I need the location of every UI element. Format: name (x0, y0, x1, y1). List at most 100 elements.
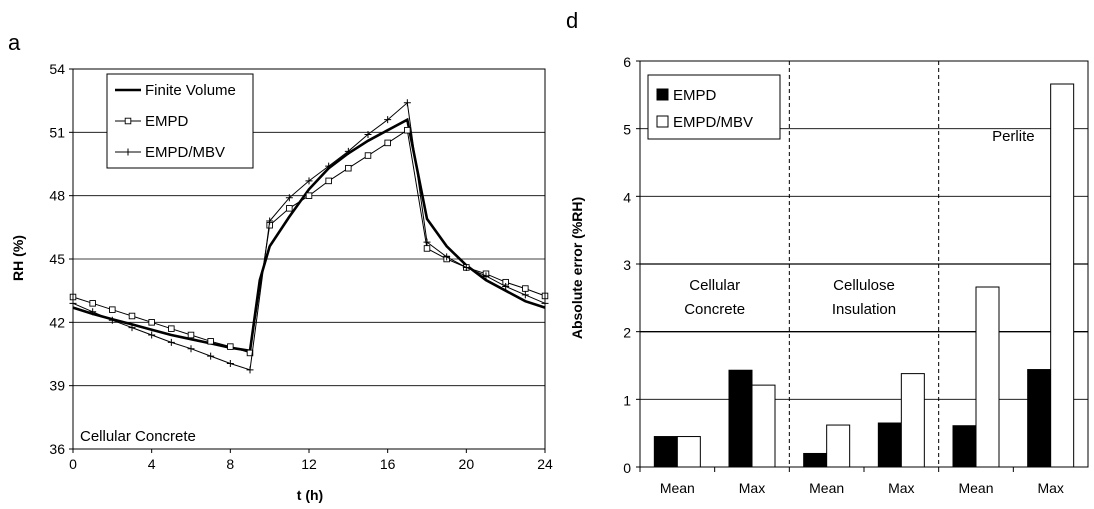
tick-labels-d: 0 1 2 3 4 5 6 Mean Max Mean Max Mean Max (623, 54, 1064, 496)
bar-empd-mbv (676, 436, 701, 468)
bar-empd-mbv (826, 424, 851, 468)
point-empd-mbv (89, 308, 97, 316)
point-empd-mbv (403, 99, 411, 107)
point-empd-mbv (364, 130, 372, 138)
point-empd-mbv (128, 324, 136, 332)
panel-a-label: a (8, 30, 21, 55)
x-category-label-d: Max (1037, 480, 1063, 496)
point-empd (128, 312, 136, 320)
point-empd (305, 192, 313, 199)
y-tick-label-a: 42 (49, 314, 65, 330)
series-group-a (69, 99, 549, 374)
group-label-d: Cellulose Insulation (832, 277, 896, 318)
y-tick-label-d: 3 (623, 257, 631, 273)
point-empd-mbv (207, 352, 215, 360)
point-empd (89, 300, 96, 307)
bar-empd (803, 452, 828, 468)
x-tick-label-a: 16 (380, 456, 396, 472)
bar-empd-mbv (751, 384, 776, 468)
bar-empd-mbv (1050, 83, 1075, 468)
point-empd-mbv (344, 147, 352, 155)
point-empd (384, 139, 391, 147)
annotation-cellular-concrete: Cellular Concrete (80, 428, 196, 445)
x-tick-label-a: 24 (537, 456, 553, 472)
y-tick-label-a: 39 (49, 378, 65, 394)
point-empd-mbv (305, 177, 313, 185)
x-tick-label-a: 20 (459, 456, 475, 472)
legend-label-empd-mbv: EMPD/MBV (145, 144, 225, 161)
y-axis-title-a: RH (%) (10, 235, 26, 281)
group-label-d: Cellular Concrete (684, 277, 745, 318)
point-empd (187, 331, 195, 339)
point-empd-mbv (246, 366, 254, 374)
y-tick-label-a: 48 (49, 188, 65, 204)
legend-a: Finite Volume EMPD EMPD/MBV (106, 73, 254, 169)
x-axis-title-a: t (h) (297, 487, 323, 503)
bar-empd (728, 369, 753, 468)
point-empd (246, 349, 254, 357)
group-label-line: Perlite (992, 128, 1035, 145)
bar-empd-mbv (975, 286, 1000, 468)
bar-empd (877, 422, 902, 468)
point-empd-mbv (266, 217, 274, 225)
point-empd (109, 306, 116, 313)
point-empd (207, 338, 214, 345)
legend-swatch-empd-mbv (656, 115, 669, 128)
legend-swatch-empd (656, 88, 669, 101)
group-label-line: Cellulose (833, 277, 895, 294)
legend-d: EMPD EMPD/MBV (647, 74, 781, 140)
point-empd-mbv (462, 263, 470, 271)
legend-marker-empd-mbv (124, 148, 132, 156)
bars-group-d (653, 83, 1075, 468)
y-tick-label-d: 4 (623, 189, 631, 205)
y-tick-label-d: 0 (623, 460, 631, 476)
point-empd-mbv (502, 282, 510, 290)
bar-empd (653, 436, 678, 468)
x-tick-label-a: 12 (301, 456, 317, 472)
y-axis-title-d: Absolute error (%RH) (569, 197, 585, 339)
legend-label-finite-volume: Finite Volume (145, 82, 236, 99)
x-category-label-d: Mean (660, 480, 695, 496)
x-category-label-d: Max (888, 480, 914, 496)
point-empd (522, 285, 529, 292)
y-tick-label-a: 51 (49, 124, 65, 140)
legend-marker-empd (124, 117, 132, 125)
group-label-d: Perlite (992, 128, 1035, 145)
grid-lines-d (640, 128, 1088, 400)
x-tick-label-a: 4 (148, 456, 156, 472)
point-empd (325, 177, 332, 185)
point-empd (423, 245, 431, 252)
bar-empd-mbv (900, 373, 925, 468)
point-empd (345, 164, 352, 172)
x-category-label-d: Mean (958, 480, 993, 496)
legend-box-d (647, 74, 781, 140)
group-labels-d: Cellular Concrete Cellulose Insulation Perli… (684, 128, 1034, 318)
bar-empd (1027, 369, 1052, 468)
legend-label-empd: EMPD (145, 113, 189, 130)
point-empd-mbv (325, 162, 333, 170)
point-empd-mbv (108, 316, 116, 324)
point-empd-mbv (384, 116, 392, 124)
x-tick-label-a: 8 (226, 456, 234, 472)
y-tick-label-d: 5 (623, 122, 631, 138)
point-empd-mbv (423, 238, 431, 246)
y-tick-label-d: 6 (623, 54, 631, 70)
y-tick-label-d: 1 (623, 392, 631, 408)
legend-label-empd: EMPD (673, 87, 717, 104)
point-empd-mbv (187, 345, 195, 353)
point-empd (168, 325, 175, 332)
bar-empd (952, 425, 977, 468)
y-tick-label-a: 45 (49, 251, 65, 267)
point-empd-mbv (226, 360, 234, 367)
point-empd-mbv (521, 291, 529, 299)
x-category-label-d: Mean (809, 480, 844, 496)
legend-label-empd-mbv: EMPD/MBV (673, 114, 753, 131)
point-empd (227, 343, 234, 350)
point-empd-mbv (482, 272, 490, 280)
point-empd-mbv (167, 338, 175, 346)
point-empd-mbv (148, 331, 156, 339)
group-label-line: Insulation (832, 301, 896, 318)
group-dividers-d (788, 61, 940, 467)
